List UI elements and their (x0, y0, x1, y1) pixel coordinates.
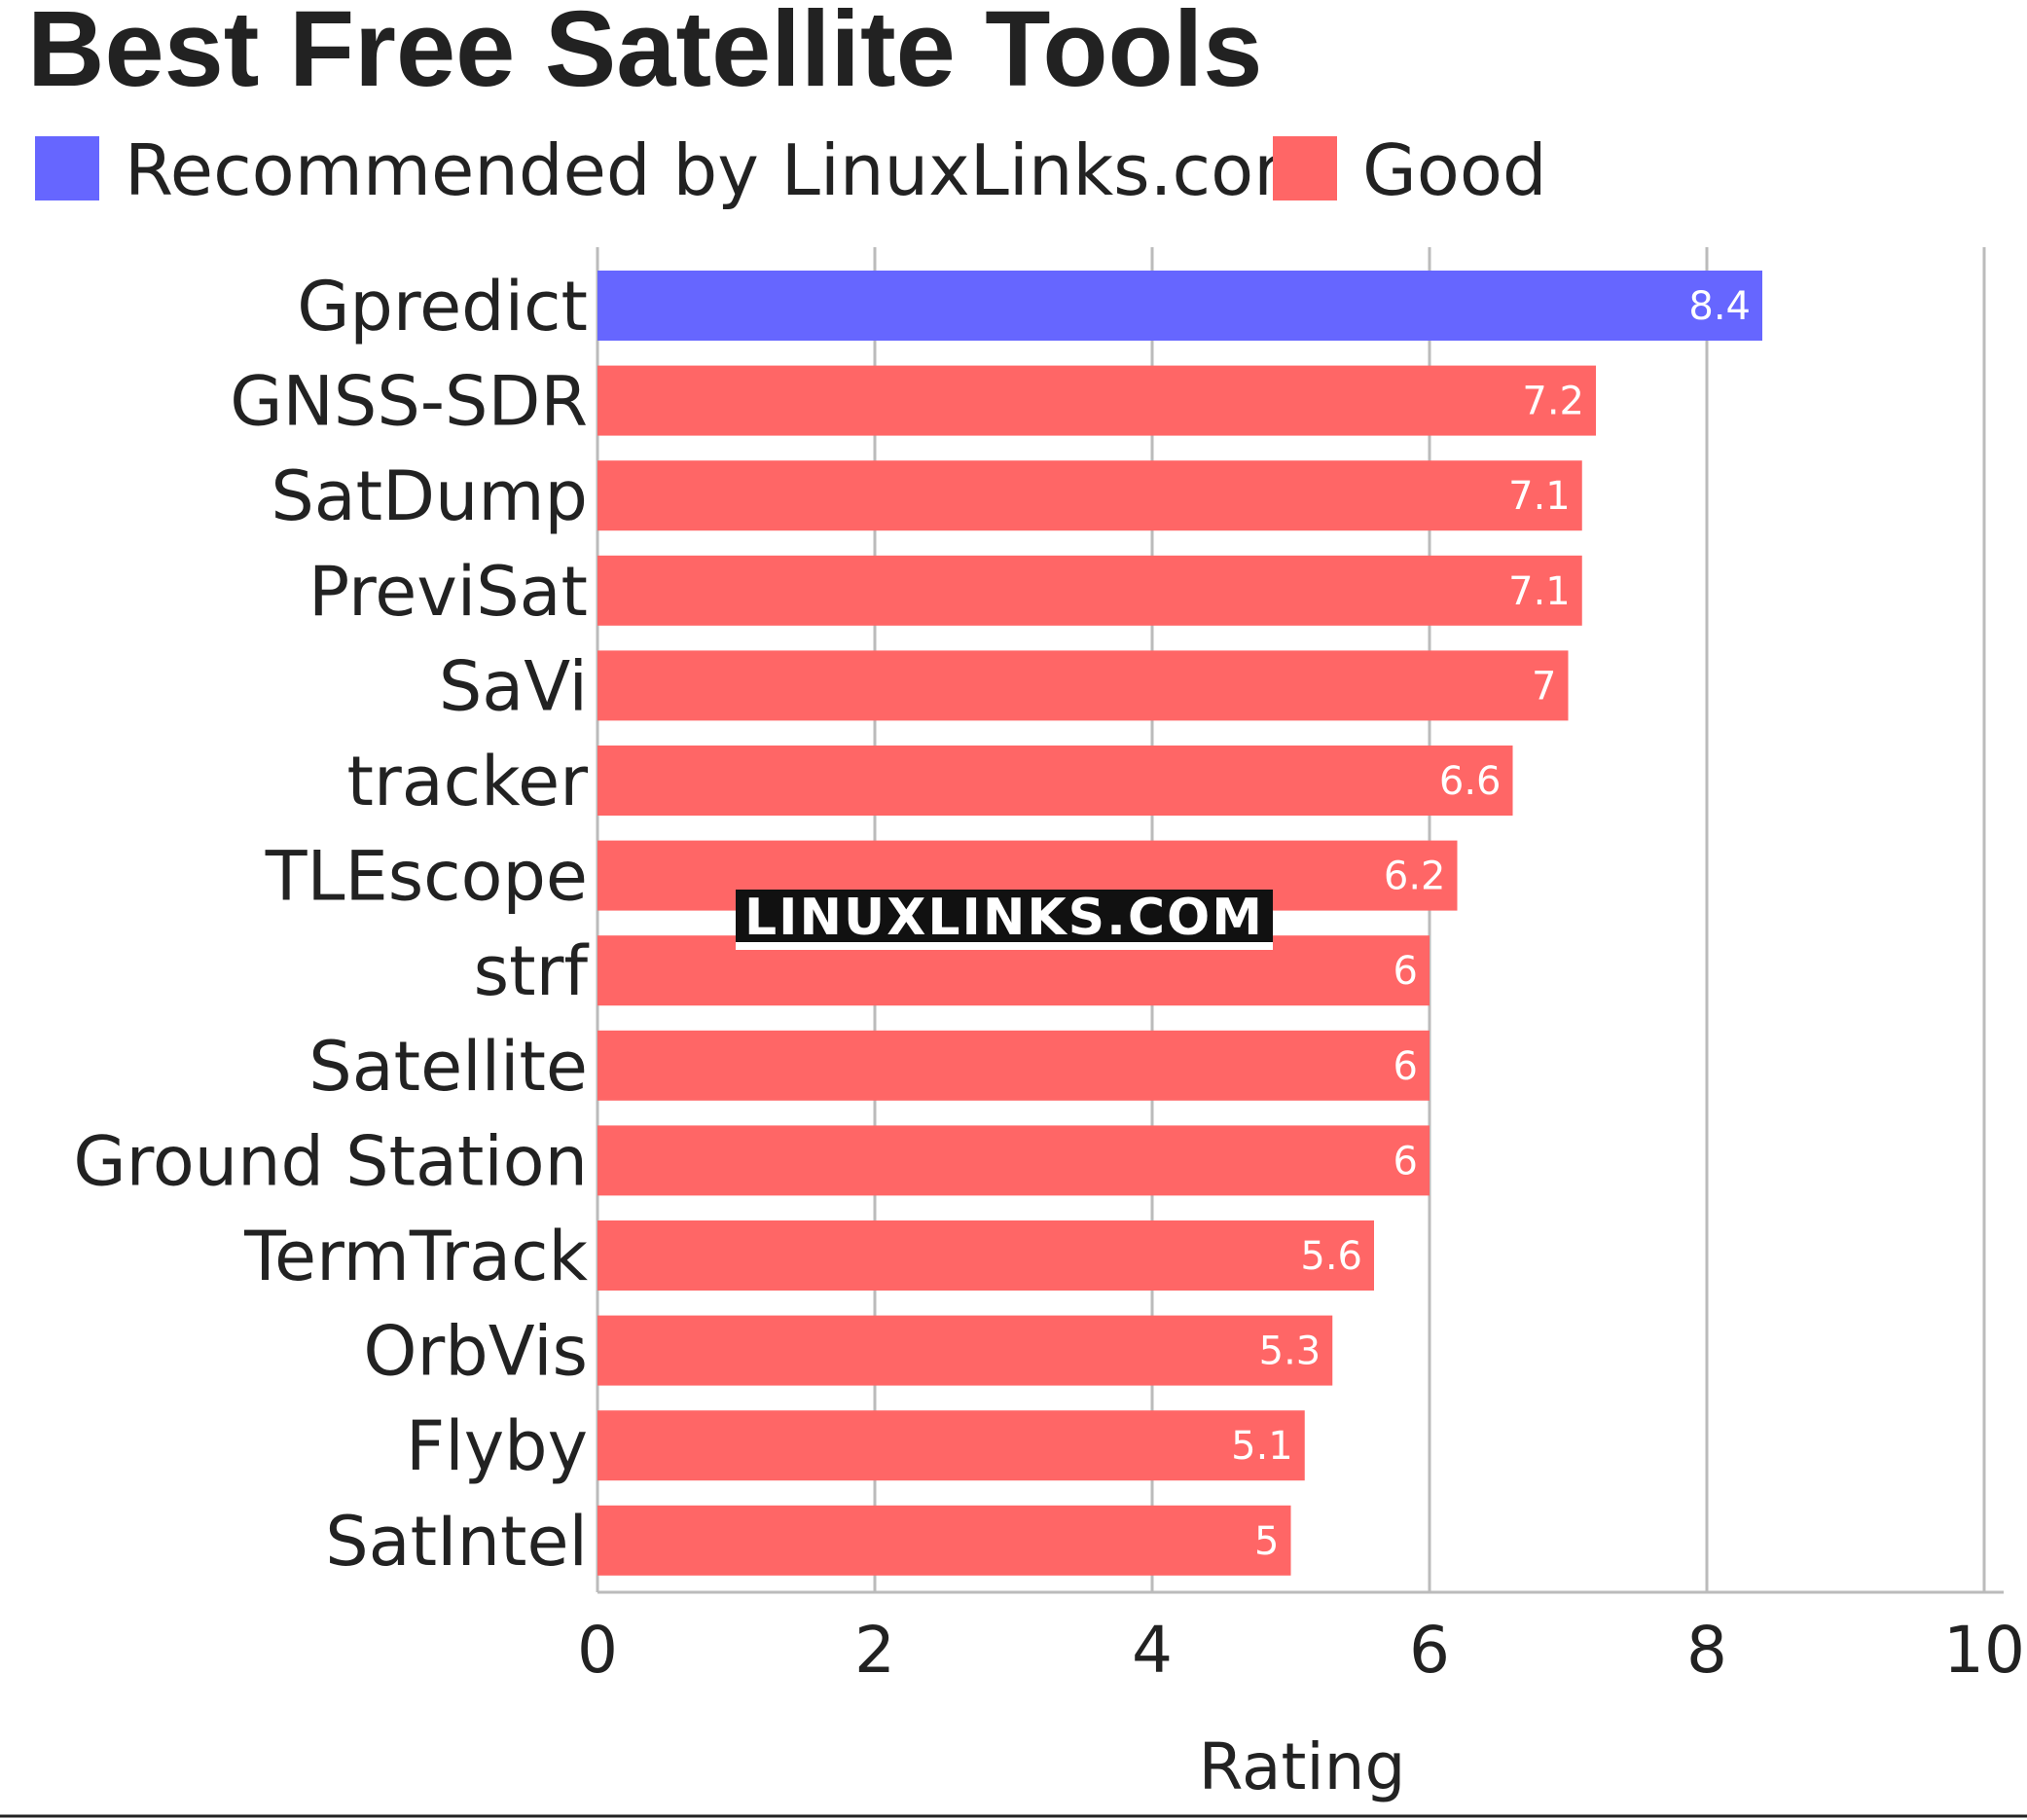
data-label-5: 6.6 (1439, 759, 1502, 804)
x-axis-ticks: 0 2 4 6 8 10 (577, 1613, 2025, 1688)
bar-5 (597, 746, 1513, 816)
legend-swatch-good (1273, 136, 1337, 200)
category-label-7: strf (474, 931, 590, 1011)
data-label-4: 7 (1532, 664, 1556, 709)
category-label-0: Gpredict (297, 267, 588, 346)
data-label-0: 8.4 (1688, 284, 1751, 329)
data-label-7: 6 (1394, 949, 1418, 994)
data-label-6: 6.2 (1384, 855, 1446, 899)
bars (597, 271, 1762, 1576)
data-label-13: 5 (1254, 1519, 1279, 1564)
chart-title: Best Free Satellite Tools (27, 0, 1262, 109)
bar-13 (597, 1505, 1291, 1576)
category-label-4: SaVi (439, 646, 588, 726)
category-label-10: TermTrack (243, 1217, 588, 1296)
x-tick-label-0: 0 (577, 1613, 618, 1688)
bar-8 (597, 1030, 1430, 1101)
x-axis-title: Rating (1199, 1729, 1406, 1804)
bar-3 (597, 555, 1582, 626)
bar-1 (597, 365, 1596, 436)
legend-swatch-recommended (35, 136, 99, 200)
data-label-2: 7.1 (1508, 474, 1571, 519)
category-labels: Gpredict GNSS-SDR SatDump PreviSat SaVi track… (73, 267, 589, 1582)
data-label-11: 5.3 (1259, 1329, 1321, 1374)
category-label-6: TLEscope (265, 837, 588, 917)
legend-label-good: Good (1362, 129, 1547, 211)
x-tick-label-4: 8 (1686, 1613, 1727, 1688)
watermark: LINUXLINKS.COM (736, 889, 1273, 950)
data-labels: 8.4 7.2 7.1 7.1 7 6.6 6.2 6 6 6 5.6 5.3 5.1 5 (1231, 284, 1751, 1564)
category-label-11: OrbVis (363, 1312, 588, 1392)
x-tick-label-1: 2 (854, 1613, 895, 1688)
legend-label-recommended: Recommended by LinuxLinks.com (125, 129, 1321, 211)
category-label-5: tracker (347, 742, 589, 821)
category-label-9: Ground Station (73, 1121, 588, 1201)
data-label-12: 5.1 (1231, 1424, 1293, 1469)
data-label-3: 7.1 (1508, 569, 1571, 614)
data-label-8: 6 (1394, 1044, 1418, 1089)
bar-10 (597, 1220, 1374, 1291)
category-label-12: Flyby (406, 1406, 588, 1486)
bar-2 (597, 460, 1582, 531)
category-label-2: SatDump (271, 456, 588, 536)
x-tick-label-2: 4 (1132, 1613, 1173, 1688)
category-label-13: SatIntel (325, 1502, 588, 1582)
data-label-9: 6 (1394, 1139, 1418, 1183)
bar-0 (597, 271, 1762, 341)
category-label-3: PreviSat (308, 552, 588, 632)
bar-12 (597, 1410, 1305, 1481)
category-label-8: Satellite (308, 1027, 588, 1107)
data-label-10: 5.6 (1300, 1234, 1362, 1279)
bar-11 (597, 1315, 1333, 1386)
category-label-1: GNSS-SDR (230, 362, 588, 442)
bar-4 (597, 650, 1569, 721)
x-tick-label-3: 6 (1409, 1613, 1450, 1688)
x-tick-label-5: 10 (1943, 1613, 2025, 1688)
bar-9 (597, 1125, 1430, 1196)
legend: Recommended by LinuxLinks.com Good (35, 129, 1547, 211)
data-label-1: 7.2 (1522, 380, 1584, 424)
watermark-text: LINUXLINKS.COM (744, 889, 1264, 947)
